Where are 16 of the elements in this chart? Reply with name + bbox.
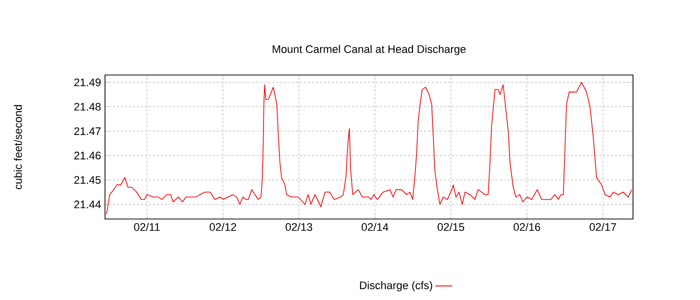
y-tick-label: 21.46	[74, 152, 101, 160]
x-tick-label: 02/17	[590, 222, 616, 231]
legend-label: Discharge (cfs)	[360, 281, 432, 292]
x-tick-label: 02/11	[134, 222, 160, 231]
chart-title: Mount Carmel Canal at Head Discharge	[272, 44, 466, 56]
x-tick-label: 02/15	[438, 222, 464, 231]
y-tick-label: 21.49	[74, 78, 101, 86]
y-tick-label: 21.44	[74, 200, 101, 208]
x-tick-label: 02/12	[210, 222, 236, 231]
y-tick-label: 21.45	[74, 176, 101, 184]
y-axis-title: cubic feet/second	[14, 105, 22, 190]
y-tick-label: 21.48	[74, 102, 101, 111]
x-tick-label: 02/14	[362, 222, 388, 231]
y-tick-label: 21.47	[74, 127, 101, 135]
x-tick-label: 02/16	[514, 222, 540, 231]
x-tick-label: 02/13	[286, 222, 312, 231]
